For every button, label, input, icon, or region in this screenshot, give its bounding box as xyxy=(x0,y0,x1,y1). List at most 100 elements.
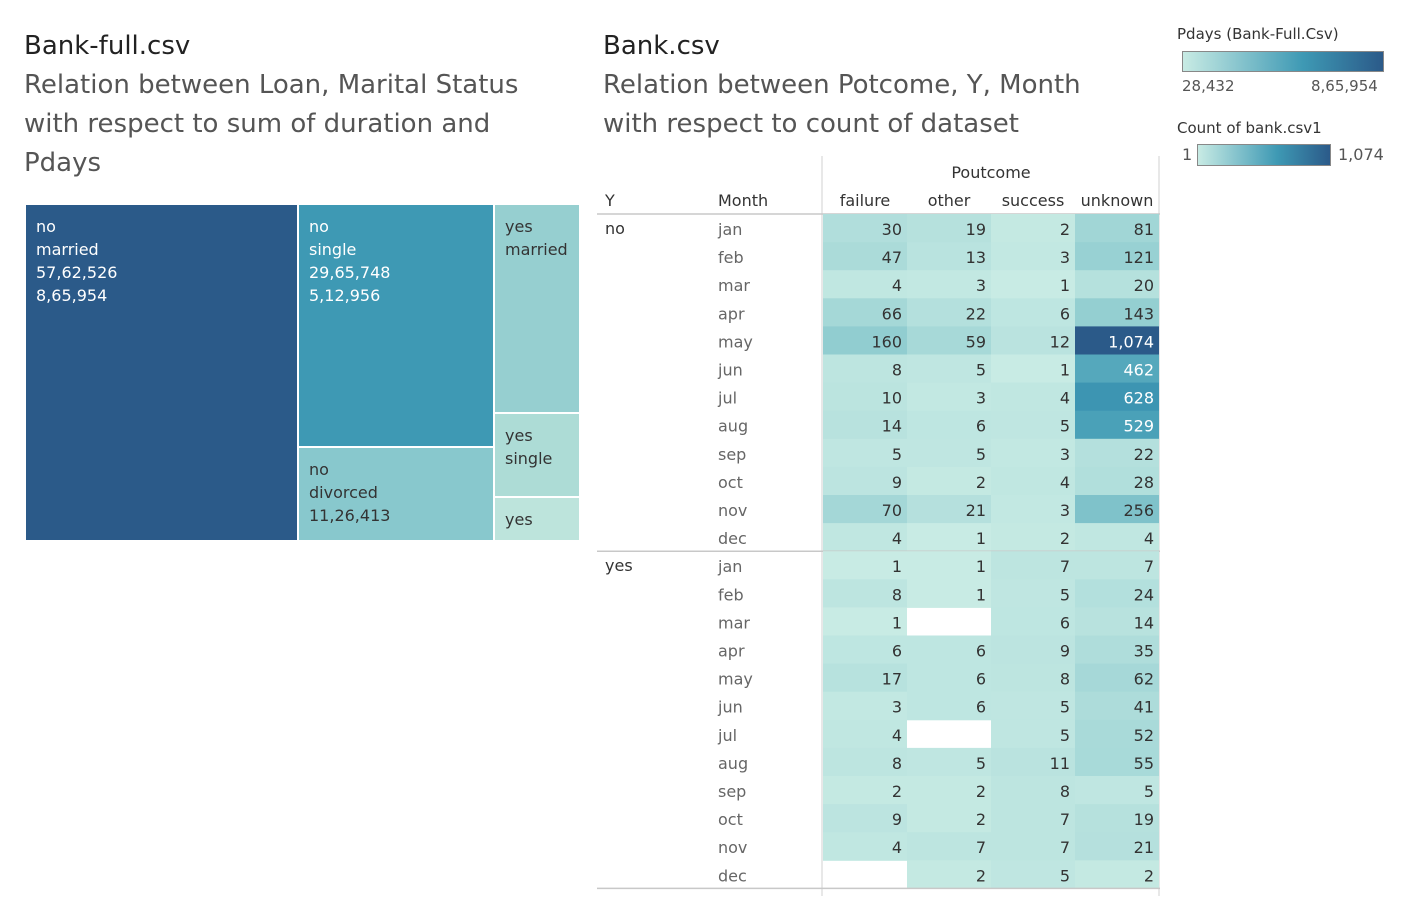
heatmap-value-yes-may-other: 6 xyxy=(976,670,986,689)
heatmap-cell-no-dec-other xyxy=(907,523,991,552)
heatmap-value-no-nov-unknown: 256 xyxy=(1123,501,1154,520)
treemap-label-loan: no xyxy=(309,460,329,479)
heatmap-value-yes-jul-success: 5 xyxy=(1060,726,1070,745)
column-header-other: other xyxy=(928,191,971,210)
pdays-legend-gradient xyxy=(1182,51,1384,72)
heatmap-cell-yes-jun-unknown xyxy=(1075,691,1159,721)
y-header: Y xyxy=(604,191,615,210)
heatmap-value-yes-nov-success: 7 xyxy=(1060,838,1070,857)
heatmap-value-no-may-unknown: 1,074 xyxy=(1108,332,1154,351)
heatmap-chart: Poutcome Y Month failure other success unknown… xyxy=(597,150,1162,900)
heatmap-value-no-feb-unknown: 121 xyxy=(1123,248,1154,267)
heatmap-cell-yes-dec-other xyxy=(907,860,991,889)
heatmap-cell-yes-aug-failure xyxy=(823,747,907,777)
heatmap-value-no-aug-failure: 14 xyxy=(882,417,902,436)
month-header: Month xyxy=(718,191,768,210)
treemap-label-pdays: 8,65,954 xyxy=(36,286,108,305)
heatmap-cell-yes-sep-failure xyxy=(823,776,907,805)
heatmap-value-no-jul-failure: 10 xyxy=(882,389,902,408)
heatmap-cell-no-sep-other xyxy=(907,438,991,468)
heatmap-cell-no-sep-unknown xyxy=(1075,438,1159,468)
heatmap-cell-yes-feb-other xyxy=(907,579,991,608)
heatmap-cell-no-nov-other xyxy=(907,495,991,524)
treemap-cell-yes-single[interactable]: yes single xyxy=(495,414,579,496)
treemap-cell-yes-married[interactable]: yes married xyxy=(495,205,579,412)
heatmap-cell-no-mar-failure xyxy=(823,270,907,299)
heatmap-value-yes-nov-unknown: 21 xyxy=(1134,838,1154,857)
heatmap-value-yes-aug-unknown: 55 xyxy=(1134,754,1154,773)
heatmap-cell-yes-oct-success xyxy=(991,804,1075,833)
month-label-yes-mar: mar xyxy=(718,613,750,632)
heatmap-cell-yes-aug-other xyxy=(907,747,991,777)
heatmap-cell-no-aug-unknown xyxy=(1075,410,1159,440)
heatmap-value-yes-oct-failure: 9 xyxy=(892,810,902,829)
heatmap-subtitle: Relation between Potcome, Y, Month with … xyxy=(603,66,1081,144)
treemap-cell-yes-other[interactable]: yes xyxy=(495,498,579,540)
heatmap-title: Bank.csv xyxy=(603,31,720,61)
treemap-label-marital: single xyxy=(505,449,553,468)
heatmap-cell-no-jan-unknown xyxy=(1075,214,1159,243)
y-label-yes: yes xyxy=(605,556,633,575)
column-header-success: success xyxy=(1002,191,1065,210)
treemap-subtitle-line-2: with respect to sum of duration and xyxy=(24,109,491,139)
heatmap-value-no-jan-failure: 30 xyxy=(882,220,902,239)
heatmap-value-yes-aug-success: 11 xyxy=(1050,754,1070,773)
heatmap-cell-yes-may-failure xyxy=(823,663,907,693)
month-label-no-may: may xyxy=(718,332,753,351)
heatmap-cell-no-apr-other xyxy=(907,298,991,327)
treemap-cell-no-divorced[interactable]: no divorced 11,26,413 xyxy=(299,448,493,540)
heatmap-cell-no-may-failure xyxy=(823,326,907,355)
heatmap-value-no-nov-success: 3 xyxy=(1060,501,1070,520)
month-label-yes-apr: apr xyxy=(718,642,745,661)
heatmap-subtitle-line-2: with respect to count of dataset xyxy=(603,109,1019,139)
heatmap-value-no-may-failure: 160 xyxy=(871,332,902,351)
heatmap-cell-yes-nov-unknown xyxy=(1075,832,1159,861)
heatmap-cell-yes-jan-failure xyxy=(823,551,907,580)
heatmap-value-no-aug-success: 5 xyxy=(1060,417,1070,436)
heatmap-cell-yes-feb-unknown xyxy=(1075,579,1159,608)
heatmap-value-yes-jan-unknown: 7 xyxy=(1144,557,1154,576)
heatmap-value-yes-aug-other: 5 xyxy=(976,754,986,773)
heatmap-cell-no-mar-unknown xyxy=(1075,270,1159,299)
month-label-no-oct: oct xyxy=(718,473,743,492)
month-label-no-mar: mar xyxy=(718,276,750,295)
treemap-subtitle-line-3: Pdays xyxy=(24,148,102,178)
treemap-subtitle-line-1: Relation between Loan, Marital Status xyxy=(24,70,519,100)
heatmap-value-no-oct-other: 2 xyxy=(976,473,986,492)
month-label-no-jan: jan xyxy=(717,220,742,239)
heatmap-value-no-aug-unknown: 529 xyxy=(1123,417,1154,436)
heatmap-value-no-mar-unknown: 20 xyxy=(1134,276,1154,295)
heatmap-cell-no-may-other xyxy=(907,326,991,355)
treemap-cell-no-married[interactable]: no married 57,62,526 8,65,954 xyxy=(26,205,297,540)
heatmap-cell-yes-jun-failure xyxy=(823,691,907,721)
treemap-label-marital: single xyxy=(309,240,357,259)
month-label-yes-dec: dec xyxy=(718,866,747,885)
heatmap-cell-yes-apr-failure xyxy=(823,635,907,665)
month-label-yes-jul: jul xyxy=(717,726,737,745)
heatmap-cell-no-oct-unknown xyxy=(1075,466,1159,496)
month-label-no-aug: aug xyxy=(718,417,748,436)
month-label-yes-feb: feb xyxy=(718,585,744,604)
heatmap-cell-yes-feb-success xyxy=(991,579,1075,608)
heatmap-value-no-feb-success: 3 xyxy=(1060,248,1070,267)
heatmap-cell-no-jul-success xyxy=(991,382,1075,412)
heatmap-value-yes-dec-success: 5 xyxy=(1060,866,1070,885)
treemap-cell-no-single[interactable]: no single 29,65,748 5,12,956 xyxy=(299,205,493,446)
heatmap-value-no-apr-unknown: 143 xyxy=(1123,304,1154,323)
heatmap-cell-no-jan-success xyxy=(991,214,1075,243)
heatmap-cell-yes-apr-unknown xyxy=(1075,635,1159,665)
heatmap-value-no-mar-failure: 4 xyxy=(892,276,902,295)
heatmap-value-yes-feb-failure: 8 xyxy=(892,585,902,604)
heatmap-value-no-jun-failure: 8 xyxy=(892,361,902,380)
heatmap-value-yes-apr-other: 6 xyxy=(976,642,986,661)
heatmap-value-no-jan-success: 2 xyxy=(1060,220,1070,239)
treemap-label-marital: divorced xyxy=(309,483,378,502)
heatmap-cell-no-aug-failure xyxy=(823,410,907,440)
heatmap-cell-yes-oct-unknown xyxy=(1075,804,1159,833)
heatmap-value-no-nov-other: 21 xyxy=(966,501,986,520)
heatmap-value-no-feb-other: 13 xyxy=(966,248,986,267)
heatmap-cell-no-jul-unknown xyxy=(1075,382,1159,412)
heatmap-value-yes-sep-unknown: 5 xyxy=(1144,782,1154,801)
heatmap-cell-yes-nov-other xyxy=(907,832,991,861)
heatmap-cell-yes-jul-unknown xyxy=(1075,719,1159,749)
